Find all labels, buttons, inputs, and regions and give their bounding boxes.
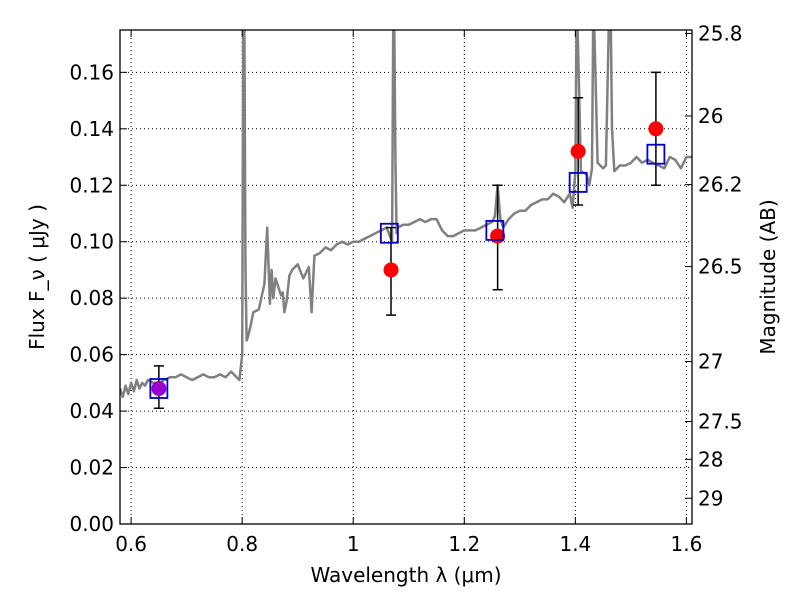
x-tick-label: 1 <box>347 532 360 556</box>
y2-axis-label: Magnitude (AB) <box>756 199 780 354</box>
model-point <box>485 220 505 241</box>
x-tick-label: 1.6 <box>671 532 703 556</box>
y-tick-label: 0.16 <box>69 60 114 84</box>
y2-tick-label: 29 <box>698 486 723 510</box>
model-point <box>568 172 588 193</box>
y-tick-label: 0.14 <box>69 117 114 141</box>
y-tick-label: 0.00 <box>69 512 114 536</box>
model-point <box>149 378 169 399</box>
y-tick-label: 0.06 <box>69 343 114 367</box>
y2-tick-label: 26.5 <box>698 255 743 279</box>
x-tick-label: 0.6 <box>115 532 147 556</box>
y2-tick-label: 26 <box>698 104 723 128</box>
template-spectrum-line <box>120 30 692 399</box>
observed-points-layer <box>151 121 664 397</box>
y-tick-label: 0.02 <box>69 456 114 480</box>
y2-tick-label: 27.5 <box>698 410 743 434</box>
y-tick-label: 0.08 <box>69 286 114 310</box>
y2-tick-label: 25.8 <box>698 21 743 45</box>
model-points-layer <box>149 143 666 399</box>
plot-frame <box>119 29 693 525</box>
x-tick-label: 1.2 <box>448 532 480 556</box>
y-axis-label: Flux F_ν ( μJy ) <box>25 204 49 350</box>
observed-point <box>383 262 399 278</box>
spectrum-layer <box>120 30 692 399</box>
y2-tick-label: 27 <box>698 350 723 374</box>
x-axis-label: Wavelength λ (μm) <box>310 563 501 587</box>
observed-point <box>151 381 167 397</box>
y-tick-label: 0.10 <box>69 230 114 254</box>
errorbar-layer <box>153 71 661 410</box>
x-tick-label: 0.8 <box>226 532 258 556</box>
y-tick-label: 0.04 <box>69 399 114 423</box>
model-point <box>379 222 399 244</box>
y2-tick-label: 28 <box>698 447 723 471</box>
ticks-layer: 0.6 0.8 1 1.2 1.4 1.6 0.00 0.02 0.04 0.06 0.08 0.10… <box>69 21 742 556</box>
observed-point <box>570 143 586 159</box>
y-tick-label: 0.12 <box>69 173 114 197</box>
x-tick-label: 1.4 <box>559 532 591 556</box>
model-point <box>646 143 666 165</box>
observed-point <box>648 121 664 137</box>
y2-tick-label: 26.2 <box>698 173 743 197</box>
